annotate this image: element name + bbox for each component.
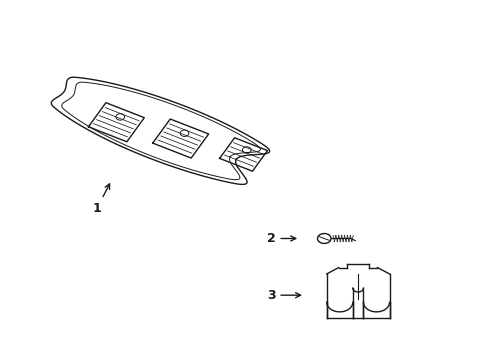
Text: 1: 1: [93, 184, 109, 215]
Text: 3: 3: [266, 289, 300, 302]
Text: 2: 2: [266, 232, 295, 245]
